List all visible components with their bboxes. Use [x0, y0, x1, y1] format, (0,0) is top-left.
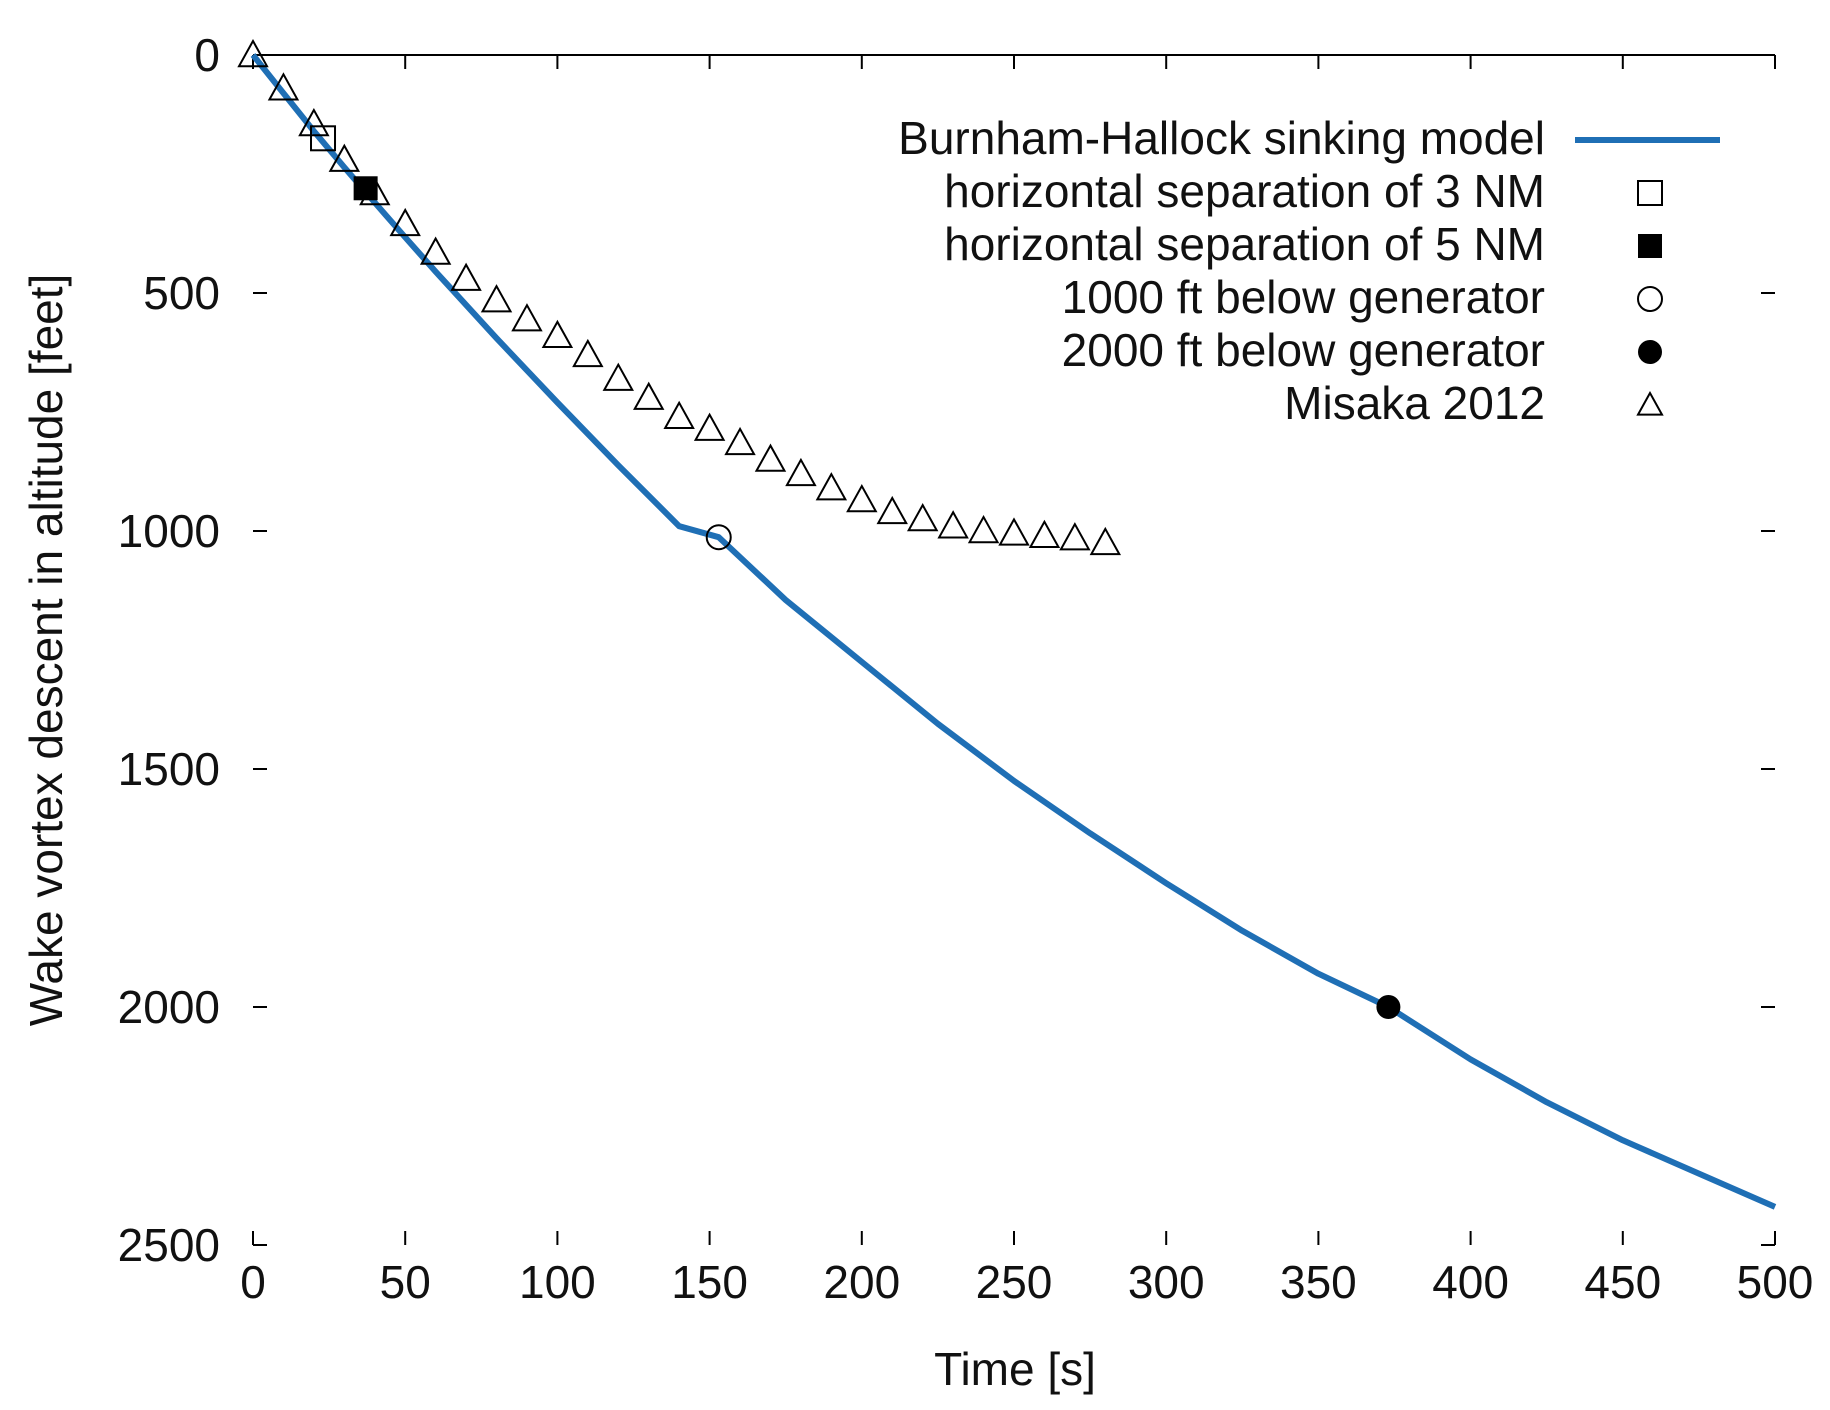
series-1000-ft-below-generator	[705, 524, 732, 551]
y-tick-label: 2000	[118, 981, 220, 1033]
legend: Burnham-Hallock sinking modelhorizontal …	[898, 112, 1720, 429]
data-point	[705, 524, 732, 551]
legend-entry: 2000 ft below generator	[1062, 324, 1662, 376]
x-tick-label: 500	[1737, 1256, 1814, 1308]
legend-marker	[1636, 390, 1664, 416]
legend-label: 1000 ft below generator	[1062, 271, 1545, 323]
legend-marker	[1638, 340, 1662, 364]
legend-entry: Burnham-Hallock sinking model	[898, 112, 1720, 164]
data-point	[419, 236, 452, 265]
y-axis-label: Wake vortex descent in altitude [feet]	[20, 274, 72, 1027]
data-point	[237, 38, 269, 68]
x-tick-label: 50	[380, 1256, 431, 1308]
x-tick-label: 400	[1432, 1256, 1509, 1308]
data-point	[754, 443, 787, 472]
data-point	[876, 495, 908, 525]
y-tick-label: 500	[143, 267, 220, 319]
x-tick-label: 350	[1280, 1256, 1357, 1308]
data-point	[298, 107, 330, 137]
data-point	[328, 143, 361, 172]
data-point	[572, 338, 604, 368]
data-point	[906, 503, 939, 532]
data-point	[633, 381, 665, 410]
legend-label: Misaka 2012	[1284, 377, 1545, 429]
x-tick-label: 300	[1128, 1256, 1205, 1308]
series-burnham-hallock-sinking-model	[250, 53, 1777, 1210]
y-tick-label: 0	[194, 29, 220, 81]
data-point	[1028, 519, 1061, 548]
data-point	[1089, 526, 1122, 556]
x-tick-label: 200	[823, 1256, 900, 1308]
x-axis-label: Time [s]	[934, 1343, 1096, 1395]
data-point	[846, 484, 878, 513]
series-line	[250, 53, 1777, 1210]
x-tick-label: 450	[1584, 1256, 1661, 1308]
data-point	[389, 207, 421, 237]
series-layer	[237, 38, 1777, 1210]
data-point	[267, 72, 300, 101]
data-point	[998, 517, 1030, 546]
data-point	[967, 514, 1000, 544]
data-point	[724, 426, 756, 456]
data-point	[815, 472, 848, 501]
legend-entry: 1000 ft below generator	[1062, 271, 1663, 323]
data-point	[937, 510, 969, 539]
x-tick-label: 150	[671, 1256, 748, 1308]
axis-ticks: 0 50 100 150 200 250 300 350 400 450 500 0 500 1000 15…	[118, 29, 1814, 1308]
series-misaka-2012	[237, 38, 1122, 556]
legend-marker	[1638, 234, 1662, 258]
legend-label: Burnham-Hallock sinking model	[898, 112, 1545, 164]
data-point	[1059, 522, 1091, 551]
legend-label: horizontal separation of 3 NM	[944, 165, 1545, 217]
legend-label: 2000 ft below generator	[1062, 324, 1545, 376]
legend-entry: Misaka 2012	[1284, 377, 1664, 429]
data-point	[602, 362, 634, 391]
data-point	[450, 262, 482, 291]
legend-entry: horizontal separation of 3 NM	[944, 165, 1663, 217]
data-point	[1376, 995, 1401, 1019]
y-tick-label: 1000	[118, 505, 220, 557]
legend-label: horizontal separation of 5 NM	[944, 218, 1545, 270]
data-point	[359, 176, 391, 206]
y-tick-label: 1500	[118, 743, 220, 795]
x-tick-label: 0	[240, 1256, 266, 1308]
data-point	[541, 319, 574, 349]
data-point	[785, 457, 817, 487]
data-point	[693, 412, 726, 441]
data-point	[480, 284, 513, 313]
x-tick-label: 250	[976, 1256, 1053, 1308]
legend-marker	[1637, 180, 1663, 206]
x-tick-label: 100	[519, 1256, 596, 1308]
data-point	[663, 400, 695, 429]
y-tick-label: 2500	[118, 1219, 220, 1271]
legend-marker	[1637, 286, 1663, 312]
series-2000-ft-below-generator	[1376, 995, 1401, 1019]
data-point	[511, 303, 543, 332]
legend-entry: horizontal separation of 5 NM	[944, 218, 1662, 270]
